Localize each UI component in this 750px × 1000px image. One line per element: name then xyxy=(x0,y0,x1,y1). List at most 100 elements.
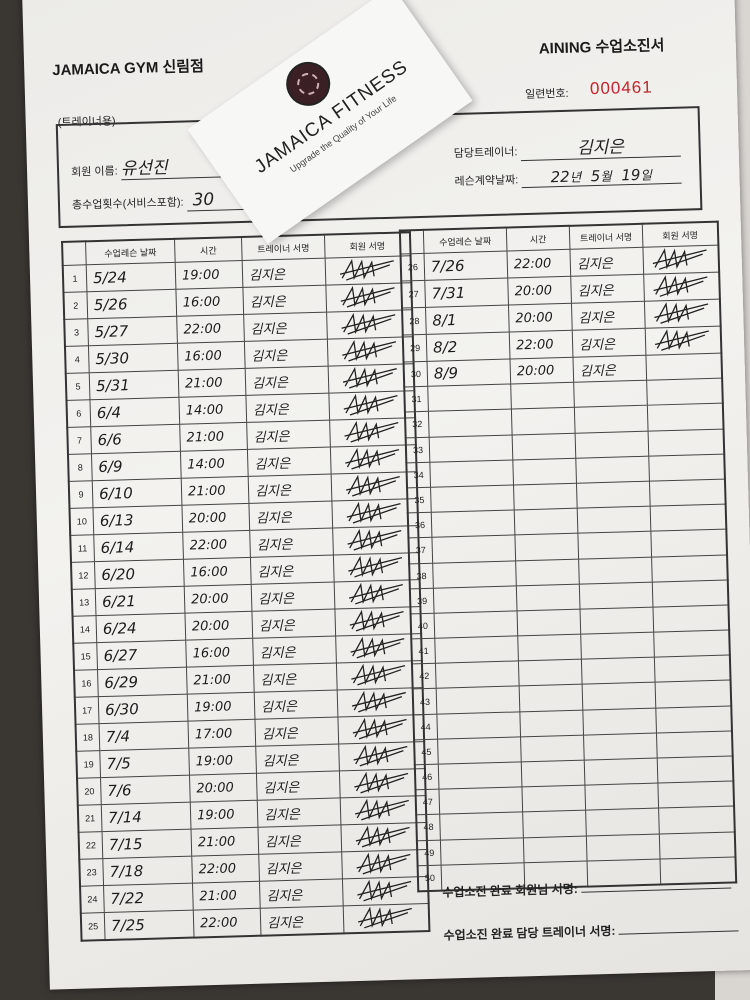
session-time: 20:00 xyxy=(508,303,573,333)
session-date: 6/21 xyxy=(95,586,185,616)
trainer-signature xyxy=(575,430,649,458)
session-number: 4 xyxy=(64,345,90,374)
session-time: 19:00 xyxy=(188,746,257,776)
table-row: 15 6/27 16:00 김지은 xyxy=(73,633,422,671)
session-time xyxy=(515,558,580,586)
trainer-completion-label: 수업소진 완료 담당 트레이너 서명: xyxy=(443,923,616,943)
session-number: 37 xyxy=(408,537,433,564)
session-date: 5/31 xyxy=(89,370,179,400)
session-date: 8/9 xyxy=(427,359,511,387)
session-time: 21:00 xyxy=(192,881,261,911)
session-date: 8/1 xyxy=(425,305,510,335)
session-number: 34 xyxy=(406,462,431,488)
session-date: 7/22 xyxy=(103,883,194,913)
trainer-signature: 김지은 xyxy=(260,905,344,936)
trainer-signature: 김지은 xyxy=(248,474,332,504)
signature-scribble-icon xyxy=(348,555,403,578)
session-time: 22:00 xyxy=(182,530,251,560)
session-time: 22:00 xyxy=(176,314,245,344)
session-time: 21:00 xyxy=(181,476,249,506)
trainer-signature: 김지은 xyxy=(255,743,340,774)
col-number xyxy=(62,241,87,266)
sessions-table-1-25: 수업레슨 날짜 시간 트레이너 서명 회원 서명 1 5/24 19:00 김지은 2 5… xyxy=(61,231,431,942)
session-time: 22:00 xyxy=(193,908,261,938)
session-date: 7/31 xyxy=(424,278,509,308)
signature-scribble-icon xyxy=(346,501,401,524)
session-date xyxy=(431,510,515,538)
trainer-signature: 김지은 xyxy=(245,366,329,396)
member-signature xyxy=(328,363,415,394)
member-signature xyxy=(342,876,429,906)
signature-scribble-icon xyxy=(342,366,397,389)
member-signature xyxy=(340,795,427,825)
session-number: 2 xyxy=(63,291,88,320)
member-signature xyxy=(649,479,726,507)
trainer-signature: 김지은 xyxy=(246,420,331,450)
signature-scribble-icon xyxy=(654,302,709,324)
signature-scribble-icon xyxy=(344,420,399,443)
session-time: 20:00 xyxy=(509,357,574,385)
table-row: 3 5/27 22:00 김지은 xyxy=(64,309,413,347)
session-time: 21:00 xyxy=(179,422,248,452)
trainer-signature: 김지은 xyxy=(254,716,339,747)
session-time: 20:00 xyxy=(184,611,253,641)
trainer-signature xyxy=(577,506,651,534)
sessions-table-26-50: 수업레슨 날짜 시간 트레이너 서명 회원 서명 26 7/26 22:00 김지은 2… xyxy=(398,220,738,893)
session-date xyxy=(432,560,517,588)
session-date: 7/26 xyxy=(424,251,508,281)
session-date: 6/10 xyxy=(92,478,182,508)
session-date: 6/24 xyxy=(95,613,186,643)
session-date xyxy=(439,812,524,840)
session-time xyxy=(512,457,577,485)
trainer-signature: 김지은 xyxy=(245,393,330,423)
signature-scribble-icon xyxy=(342,339,397,362)
table-row: 6 6/4 14:00 김지은 xyxy=(66,390,416,428)
trainer-signature: 김지은 xyxy=(242,258,326,288)
session-number: 29 xyxy=(402,334,428,362)
trainer-sign-line[interactable] xyxy=(618,930,739,935)
session-number: 15 xyxy=(73,642,98,671)
member-signature xyxy=(655,705,732,733)
trainer-signature: 김지은 xyxy=(572,355,647,383)
trainer-signature xyxy=(573,380,648,408)
signature-scribble-icon xyxy=(339,258,394,281)
session-time: 20:00 xyxy=(189,773,258,803)
session-date: 6/30 xyxy=(98,694,188,724)
session-date: 5/27 xyxy=(87,316,178,346)
member-signature xyxy=(648,453,725,482)
session-number: 7 xyxy=(67,426,92,455)
trainer-signature: 김지은 xyxy=(257,797,341,828)
session-date xyxy=(430,484,515,513)
member-signature xyxy=(339,768,426,798)
member-signature xyxy=(659,831,736,859)
session-time: 22:00 xyxy=(191,854,260,884)
member-signature xyxy=(643,272,720,302)
member-signature xyxy=(337,714,425,744)
signature-scribble-icon xyxy=(347,528,402,551)
table-row: 22 7/15 21:00 김지은 xyxy=(78,822,428,860)
member-signature xyxy=(655,680,732,708)
session-time xyxy=(521,760,585,788)
table-row: 16 6/29 21:00 김지은 xyxy=(74,660,423,698)
session-time xyxy=(510,382,575,410)
member-signature xyxy=(331,498,419,529)
session-time: 20:00 xyxy=(184,584,252,614)
session-date: 5/26 xyxy=(86,289,177,319)
table-row: 25 7/25 22:00 김지은 xyxy=(80,903,430,941)
col-time: 시간 xyxy=(506,225,570,252)
col-number xyxy=(399,229,425,255)
table-row: 21 7/14 19:00 김지은 xyxy=(77,795,427,833)
session-number: 28 xyxy=(402,307,427,336)
trainer-completion-sign: 수업소진 완료 담당 트레이너 서명: xyxy=(443,918,739,943)
session-time: 19:00 xyxy=(187,692,255,722)
trainer-signature xyxy=(580,632,655,660)
trainer-signature xyxy=(576,481,651,509)
trainer-signature xyxy=(585,808,660,836)
session-number: 41 xyxy=(411,638,436,665)
session-time: 16:00 xyxy=(175,287,244,317)
member-sign-line[interactable] xyxy=(581,887,732,893)
member-signature xyxy=(656,730,733,759)
session-time xyxy=(516,583,581,611)
signature-scribble-icon xyxy=(355,825,410,848)
member-signature xyxy=(658,806,735,834)
